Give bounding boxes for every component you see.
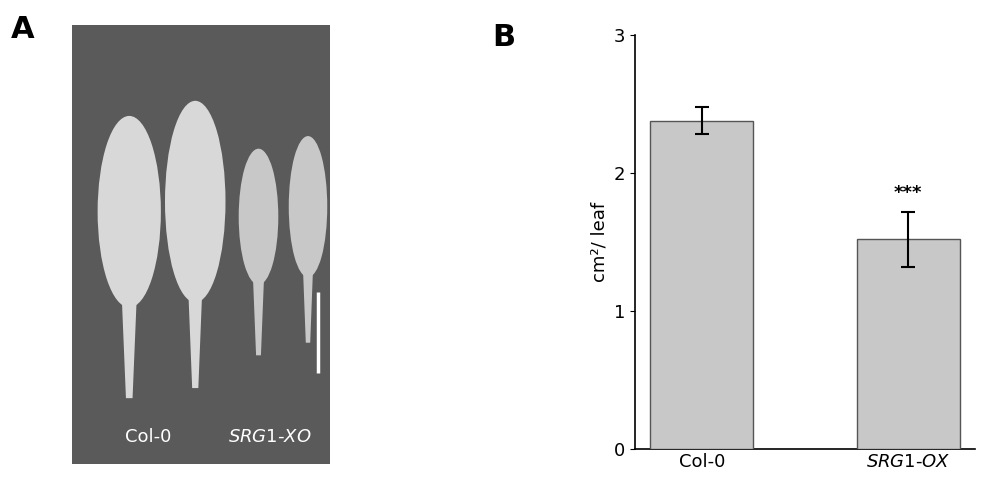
Ellipse shape (289, 136, 327, 277)
Ellipse shape (165, 101, 226, 302)
Bar (857, 239, 960, 449)
Text: Col-0: Col-0 (125, 428, 172, 446)
Bar (650, 120, 753, 449)
Bar (72, 25, 330, 464)
Polygon shape (302, 256, 314, 343)
Y-axis label: cm²/ leaf: cm²/ leaf (590, 202, 608, 282)
Text: A: A (11, 15, 35, 44)
Text: B: B (492, 23, 515, 52)
Text: $SRG1$-$XO$: $SRG1$-$XO$ (228, 428, 311, 446)
Text: ***: *** (894, 184, 922, 202)
Ellipse shape (98, 116, 161, 307)
Polygon shape (188, 272, 203, 388)
Ellipse shape (239, 149, 278, 285)
Polygon shape (121, 279, 138, 398)
Polygon shape (252, 265, 265, 355)
